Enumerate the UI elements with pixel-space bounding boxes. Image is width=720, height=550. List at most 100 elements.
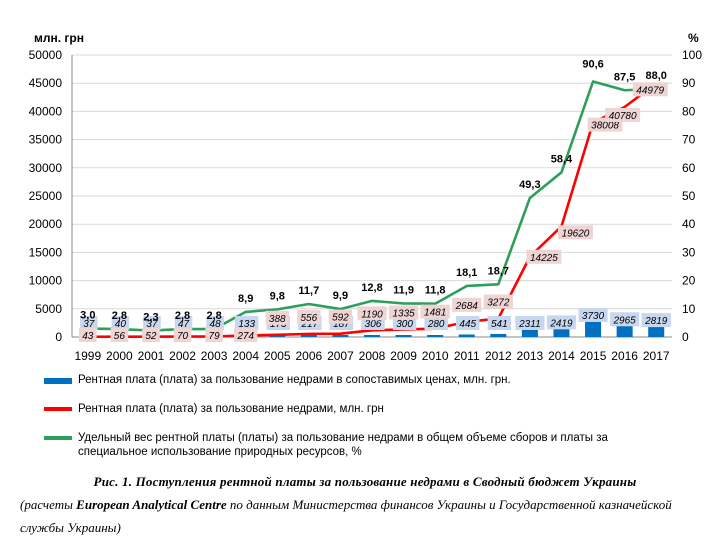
legend-label-green-line: Удельный вес рентной платы (платы) за по…: [78, 432, 608, 458]
percent-label: 18,7: [488, 265, 509, 277]
y-right-tick-label: 30: [682, 245, 696, 259]
caption-source-org: European Analytical Centre: [76, 497, 227, 512]
red-value-label-group: 19620: [557, 225, 593, 240]
bar-value-label-group: 47: [174, 316, 193, 330]
bar-value-label: 306: [365, 319, 382, 330]
red-value-label-box: [357, 306, 387, 321]
percent-label: 49,3: [519, 179, 540, 191]
percent-label: 2,8: [175, 310, 190, 322]
bar-value-label: 133: [238, 319, 255, 330]
bar-value-label-box: [578, 307, 608, 322]
red-value-label: 79: [209, 331, 221, 342]
caption-source-suffix: по данным Министерства финансов Украины …: [20, 497, 672, 535]
bar-value-label-group: 37: [79, 316, 98, 330]
x-tick-label: 2003: [201, 349, 228, 363]
red-value-label-group: 70: [173, 328, 192, 342]
red-value-label-box: [142, 328, 160, 342]
red-value-label-group: 40780: [605, 108, 641, 123]
percent-label: 9,8: [270, 290, 285, 302]
bar-value-label-group: 2965: [610, 312, 640, 327]
y-left-tick-label: 40000: [29, 104, 63, 118]
red-value-label-group: 592: [328, 309, 353, 324]
bar-value-label-box: [546, 315, 577, 330]
y-left-tick-label: 45000: [29, 76, 63, 90]
percent-label: 87,5: [614, 71, 635, 83]
red-value-label-group: 43: [78, 328, 97, 342]
y-left-tick-label: 15000: [29, 245, 63, 259]
bar-value-label-group: 2819: [641, 313, 671, 328]
x-tick-label: 2002: [169, 349, 196, 363]
red-value-label: 40780: [609, 111, 637, 122]
bar-value-label-box: [206, 316, 224, 330]
y-left-tick-label: 30000: [29, 161, 63, 175]
red-value-label-group: 79: [205, 328, 223, 342]
bar-value-label-group: 300: [392, 316, 417, 330]
red-value-label: 1335: [392, 308, 415, 319]
bar-value-label: 280: [427, 319, 445, 330]
bar: [395, 335, 412, 337]
bar-value-label: 37: [146, 319, 158, 330]
bar-value-label-box: [234, 316, 259, 330]
percent-label: 12,8: [361, 282, 382, 294]
red-value-label: 14225: [530, 253, 558, 264]
red-value-label-box: [297, 309, 321, 324]
legend-swatch-bars: [44, 378, 72, 384]
bar: [427, 335, 444, 337]
red-value-label-box: [483, 294, 513, 309]
bar: [332, 335, 349, 337]
legend-label-bars: Рентная плата (плата) за пользование нед…: [78, 374, 511, 386]
legend-swatch-green-line: [44, 436, 72, 440]
data-labels: 3740374748133173217187306300280445541231…: [78, 59, 671, 342]
bar-value-label-group: 3730: [578, 307, 608, 322]
y-left-tick-label: 10000: [29, 274, 63, 288]
x-tick-label: 2012: [485, 349, 512, 363]
red-line: [87, 82, 657, 339]
red-value-label-box: [328, 309, 353, 324]
axes: 0 0 5000 10 10000 20 15000 30 20000 40 25000 50 3000…: [29, 48, 703, 363]
x-tick-label: 2001: [138, 349, 165, 363]
y-right-tick-label: 70: [682, 133, 696, 147]
y-right-tick-label: 80: [682, 104, 696, 118]
bar: [458, 334, 475, 337]
red-value-label: 52: [145, 331, 157, 342]
gridlines: [72, 54, 672, 338]
percent-label: 3,0: [80, 310, 95, 322]
red-value-label: 388: [269, 314, 286, 325]
line-series: [87, 80, 657, 339]
x-tick-label: 2006: [295, 349, 322, 363]
red-value-label-box: [388, 305, 419, 320]
bar-value-label-group: 37: [143, 316, 161, 330]
red-value-label-box: [265, 310, 289, 325]
bar-value-label: 2965: [613, 315, 637, 326]
chart-area: 0 0 5000 10 10000 20 15000 30 20000 40 25000 50 3000…: [29, 31, 703, 363]
bar-value-label: 541: [491, 319, 508, 330]
x-tick-label: 2014: [548, 349, 575, 363]
bar-value-label: 2311: [518, 319, 541, 330]
bar-value-label: 37: [83, 319, 95, 330]
bar-value-label-group: 2311: [515, 315, 545, 330]
legend-item-red-line: Рентная плата (плата) за пользование нед…: [44, 402, 678, 416]
x-tick-label: 2015: [580, 349, 607, 363]
red-value-label: 56: [114, 331, 126, 342]
bar-value-label-box: [487, 316, 512, 330]
red-value-label-box: [420, 304, 450, 319]
percent-label: 90,6: [582, 59, 603, 71]
red-value-label: 592: [332, 313, 349, 324]
legend-item-green-line: Удельный вес рентной платы (платы) за по…: [44, 431, 678, 459]
x-tick-label: 1999: [74, 349, 101, 363]
legend-label-red-line: Рентная плата (плата) за пользование нед…: [78, 403, 384, 415]
bar-value-label: 187: [333, 319, 350, 330]
bar-value-label-group: 48: [206, 316, 224, 330]
red-value-label-box: [605, 108, 641, 123]
red-value-label-group: 1335: [388, 305, 419, 320]
red-value-label: 38008: [591, 121, 619, 132]
red-value-label-box: [205, 328, 223, 342]
bar-value-label: 48: [210, 319, 222, 330]
bar-value-label: 40: [115, 319, 127, 330]
figure-caption: Рис. 1. Поступления рентной платы за пол…: [20, 470, 710, 539]
caption-source: (расчеты European Analytical Centre по д…: [20, 493, 710, 539]
bar-value-label-box: [456, 316, 480, 330]
red-value-label: 556: [300, 313, 317, 324]
bar-value-label-group: 133: [234, 316, 259, 330]
red-value-label: 44979: [636, 85, 664, 96]
